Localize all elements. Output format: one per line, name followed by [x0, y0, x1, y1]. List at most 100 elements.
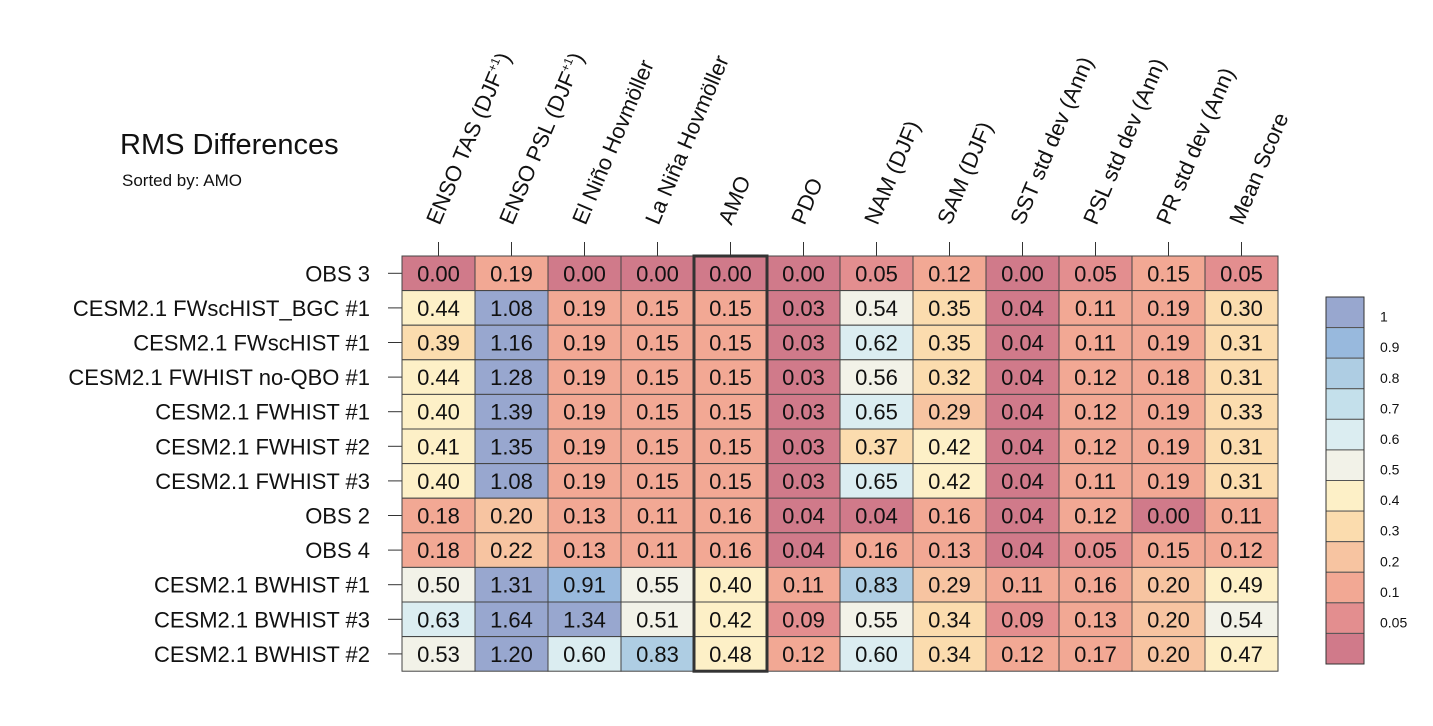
cell-value: 0.19: [1147, 331, 1190, 356]
colorbar-segment: [1325, 602, 1365, 634]
column-labels: ENSO TAS (DJF+1)ENSO PSL (DJF+1)El Niño …: [421, 49, 1293, 256]
cell-value: 0.54: [1220, 607, 1263, 632]
colorbar-label: 0.7: [1380, 400, 1400, 416]
cell-value: 0.13: [563, 538, 606, 563]
heatmap-cell: [1058, 359, 1133, 395]
colorbar-segment: [1325, 541, 1365, 573]
cell-value: 0.05: [1220, 261, 1263, 286]
cell-value: 0.34: [928, 607, 971, 632]
cell-value: 0.12: [782, 642, 825, 667]
cell-value: 0.09: [782, 607, 825, 632]
cell-value: 0.13: [1074, 607, 1117, 632]
heatmap-cell: [401, 359, 476, 395]
heatmap-cell: [474, 636, 549, 672]
heatmap-cell: [547, 290, 622, 326]
heatmap-cell: [766, 255, 841, 292]
cell-value: 0.15: [636, 296, 679, 321]
cell-value: 0.40: [417, 469, 460, 494]
cell-value: 0.19: [1147, 400, 1190, 425]
colorbar-label: 0.8: [1380, 370, 1400, 386]
cell-value: 0.03: [782, 469, 825, 494]
heatmap-cell: [985, 255, 1060, 292]
heatmap-cell: [547, 359, 622, 395]
heatmap-cell: [401, 532, 476, 568]
cell-value: 0.12: [1074, 365, 1117, 390]
colorbar-segment: [1325, 327, 1365, 359]
row-label: CESM2.1 FWHIST #1: [155, 400, 370, 425]
cell-value: 0.11: [637, 504, 678, 529]
cell-value: 0.83: [636, 642, 679, 667]
heatmap-cell: [1204, 324, 1279, 361]
row-label: CESM2.1 FWscHIST_BGC #1: [73, 296, 370, 321]
cell-value: 0.31: [1220, 469, 1263, 494]
cell-value: 0.31: [1220, 331, 1263, 356]
heatmap-cell: [985, 566, 1060, 603]
cell-value: 0.65: [855, 469, 898, 494]
row-label: CESM2.1 BWHIST #3: [154, 607, 370, 632]
row-label: OBS 2: [305, 504, 370, 529]
highlight-frame: [692, 254, 769, 673]
cell-value: 0.04: [782, 504, 825, 529]
heatmap-cell: [912, 566, 987, 603]
cell-value: 0.49: [1220, 573, 1263, 598]
heatmap-cell: [1058, 532, 1133, 568]
cell-value: 0.55: [855, 607, 898, 632]
cell-value: 0.00: [417, 261, 460, 286]
cell-value: 0.03: [782, 296, 825, 321]
row-labels: OBS 3 CESM2.1 FWscHIST_BGC #1 CESM2.1 FWsc…: [68, 261, 402, 667]
heatmap-cell: [620, 428, 695, 465]
cell-value: 0.16: [928, 504, 971, 529]
cell-value: 0.51: [636, 607, 679, 632]
cell-value: 0.56: [855, 365, 898, 390]
cell-value: 0.29: [928, 573, 971, 598]
cell-value: 0.40: [709, 573, 752, 598]
heatmap-cell: [401, 636, 476, 672]
heatmap-cell: [1131, 497, 1206, 534]
heatmap-cell: [1204, 601, 1279, 638]
cell-value: 0.19: [563, 469, 606, 494]
heatmap-cell: [1058, 566, 1133, 603]
cell-value: 0.54: [855, 296, 898, 321]
colorbar-segment: [1325, 480, 1365, 512]
cell-value: 1.20: [490, 642, 533, 667]
heatmap-cell: [912, 497, 987, 534]
row-label: CESM2.1 BWHIST #1: [154, 573, 370, 598]
heatmap-cell: [693, 463, 768, 499]
cell-value: 0.15: [636, 434, 679, 459]
heatmap-cell: [912, 636, 987, 672]
heatmap-cell: [620, 463, 695, 499]
heatmap-cell: [693, 566, 768, 603]
heatmap-cell: [547, 497, 622, 534]
cell-value: 0.00: [782, 261, 825, 286]
cell-value: 0.19: [490, 261, 533, 286]
heatmap-cell: [985, 636, 1060, 672]
cell-value: 0.35: [928, 296, 971, 321]
heatmap-cell: [1058, 497, 1133, 534]
row-label: CESM2.1 BWHIST #2: [154, 642, 370, 667]
cell-value: 0.39: [417, 331, 460, 356]
cell-value: 0.11: [1075, 296, 1116, 321]
colorbar-label: 0.5: [1380, 462, 1400, 478]
column-label: PR std dev (Ann): [1151, 64, 1239, 228]
column-label: AMO: [713, 172, 756, 228]
cell-value: 0.15: [709, 400, 752, 425]
cell-value: 0.04: [1001, 504, 1044, 529]
heatmap-cell: [547, 428, 622, 465]
cell-value: 0.19: [1147, 434, 1190, 459]
cell-value: 0.15: [709, 331, 752, 356]
cell-value: 0.16: [709, 504, 752, 529]
cell-value: 1.34: [563, 607, 606, 632]
heatmap-cell: [839, 359, 914, 395]
cell-value: 0.16: [1074, 573, 1117, 598]
cell-value: 0.35: [928, 331, 971, 356]
heatmap-cell: [766, 428, 841, 465]
cell-value: 0.05: [1074, 261, 1117, 286]
heatmap-cell: [401, 463, 476, 499]
heatmap-cell: [985, 290, 1060, 326]
cell-value: 0.15: [1147, 538, 1190, 563]
cell-value: 0.16: [709, 538, 752, 563]
column-label: NAM (DJF): [859, 117, 925, 228]
cell-value: 0.15: [709, 296, 752, 321]
cell-value: 0.04: [1001, 400, 1044, 425]
heatmap-cell: [839, 290, 914, 326]
